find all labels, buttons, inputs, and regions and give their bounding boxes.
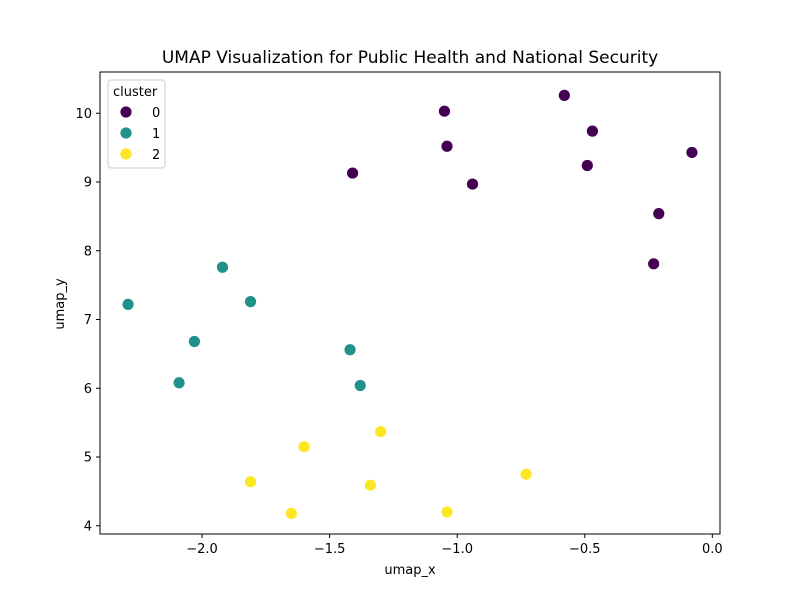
data-point-cluster-0 [580,159,594,172]
y-tick-label: 4 [84,519,92,534]
data-point-cluster-2 [519,467,533,481]
x-tick-label: 0.0 [702,542,723,557]
y-axis-label: umap_y [53,278,68,330]
data-point-cluster-0 [685,146,699,159]
legend-label-cluster-2: 2 [152,148,160,163]
data-point-cluster-1 [121,297,135,311]
plot-frame [99,71,721,535]
x-tick-label: −1.5 [314,542,346,557]
data-point-cluster-0 [438,104,451,118]
y-tick-label: 7 [84,313,92,328]
x-tick-label: −2.0 [186,542,218,557]
data-point-cluster-0 [466,177,479,191]
data-point-cluster-0 [440,139,454,153]
data-point-cluster-0 [346,166,359,180]
data-point-cluster-0 [586,124,599,138]
data-point-cluster-1 [188,335,201,348]
data-point-cluster-2 [244,475,257,489]
data-point-cluster-2 [297,440,311,454]
data-point-cluster-0 [652,207,666,221]
data-point-cluster-1 [244,295,257,309]
legend-marker-cluster-1 [119,126,133,140]
y-tick-label: 10 [75,107,92,122]
data-point-cluster-2 [374,425,388,438]
data-point-cluster-1 [353,379,367,392]
legend-label-cluster-1: 1 [152,127,160,142]
x-tick-label: −0.5 [569,542,601,557]
y-tick-label: 9 [84,176,92,191]
y-tick-label: 5 [84,451,92,466]
y-tick-label: 8 [84,244,92,259]
legend-marker-cluster-2 [119,147,133,161]
data-point-cluster-2 [440,505,454,519]
x-axis-label: umap_x [384,563,436,578]
data-point-cluster-2 [364,478,377,492]
legend-box [107,79,166,169]
data-point-cluster-0 [647,257,661,271]
y-tick-label: 6 [84,382,92,397]
legend-label-cluster-0: 0 [152,106,160,121]
data-point-cluster-1 [172,376,186,390]
chart-title: UMAP Visualization for Public Health and… [162,48,658,68]
data-point-cluster-2 [284,506,298,520]
legend-title: cluster [113,85,158,100]
x-tick-label: −1.0 [441,542,473,557]
data-point-cluster-0 [557,88,571,102]
data-point-cluster-1 [216,260,229,274]
legend-marker-cluster-0 [119,105,133,119]
legend: cluster 0 1 2 [107,79,166,169]
data-point-cluster-1 [343,343,357,357]
